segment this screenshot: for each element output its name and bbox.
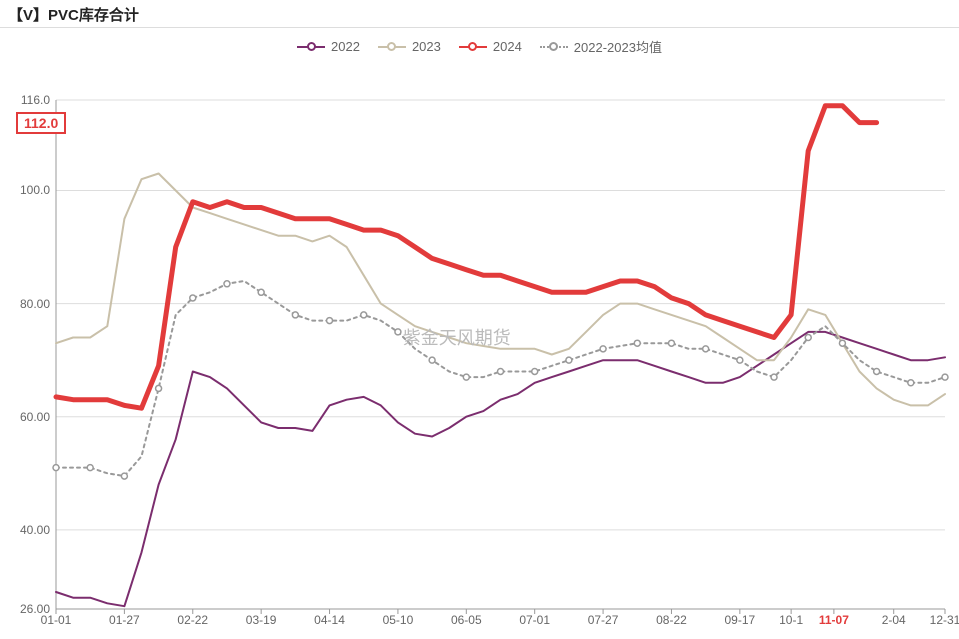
y-tick-label: 40.00 (20, 523, 50, 537)
x-tick-label: 07-01 (519, 613, 550, 627)
legend-item[interactable]: 2022-2023均值 (540, 37, 662, 56)
x-tick-label: 04-14 (314, 613, 345, 627)
y-axis: 116.0100.080.0060.0040.0026.00 (0, 100, 56, 609)
legend-marker (378, 39, 406, 53)
y-tick-label: 100.0 (20, 183, 50, 197)
x-tick-label: 06-05 (451, 613, 482, 627)
y-tick-label: 60.00 (20, 410, 50, 424)
legend-item[interactable]: 2023 (378, 39, 441, 54)
series-line-s2024 (56, 106, 877, 409)
x-tick-label: 10-1 (779, 613, 803, 627)
y-tick-label: 116.0 (21, 93, 50, 107)
y-tick-label: 80.00 (20, 297, 50, 311)
title-bar: 【V】PVC库存合计 (0, 0, 959, 28)
legend-marker (459, 39, 487, 53)
x-tick-label: 12-31 (930, 613, 959, 627)
legend-marker (540, 39, 568, 53)
x-tick-label: 03-19 (246, 613, 277, 627)
legend-item[interactable]: 2024 (459, 39, 522, 54)
legend-item[interactable]: 2022 (297, 39, 360, 54)
legend: 2022 2023 2024 2022-2023均值 (0, 28, 959, 64)
x-axis: 01-0101-2702-2203-1904-1405-1006-0507-01… (56, 613, 945, 633)
current-value-text: 112.0 (24, 115, 58, 131)
x-tick-label: 09-17 (724, 613, 755, 627)
x-tick-label: 11-07 (819, 613, 849, 627)
legend-label: 2022-2023均值 (574, 37, 662, 56)
x-tick-label: 01-01 (41, 613, 72, 627)
x-tick-label: 02-22 (177, 613, 208, 627)
x-tick-label: 07-27 (588, 613, 619, 627)
legend-label: 2023 (412, 39, 441, 54)
legend-marker (297, 39, 325, 53)
x-tick-label: 01-27 (109, 613, 140, 627)
x-tick-label: 05-10 (383, 613, 414, 627)
plot-svg (56, 100, 945, 609)
legend-label: 2024 (493, 39, 522, 54)
legend-label: 2022 (331, 39, 360, 54)
chart-container: 【V】PVC库存合计 2022 2023 2024 2022-2023均值 116.0… (0, 0, 959, 639)
current-value-badge: 112.0 (16, 112, 66, 134)
plot-area: 紫金天风期货 (56, 100, 945, 609)
x-tick-label: 2-04 (882, 613, 906, 627)
chart-title: 【V】PVC库存合计 (8, 7, 139, 24)
x-tick-label: 08-22 (656, 613, 687, 627)
